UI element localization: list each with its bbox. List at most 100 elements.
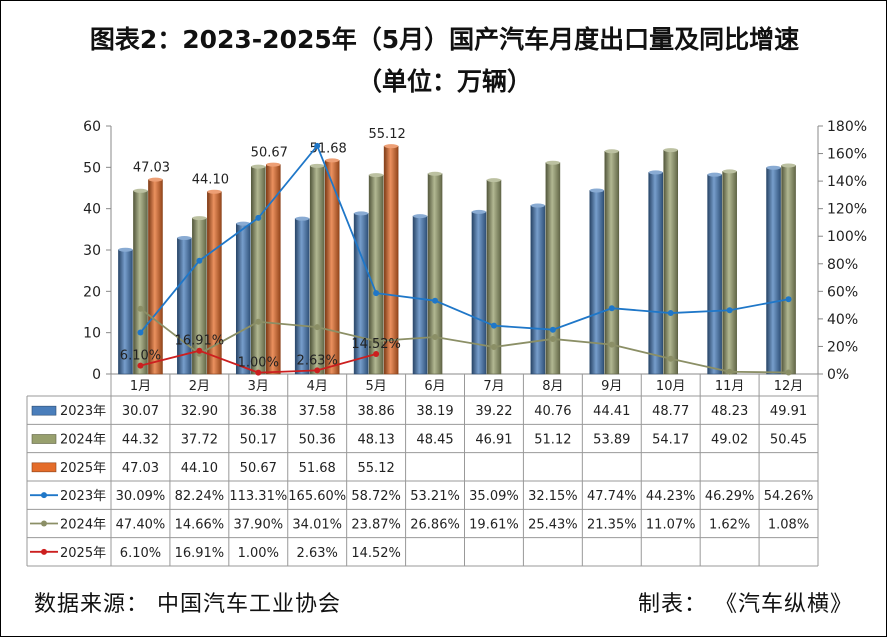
table-cell: 51.12 — [534, 433, 571, 448]
x-tick-label: 2月 — [189, 379, 210, 394]
x-tick-label: 5月 — [365, 379, 386, 394]
right-tick-label: 0% — [827, 367, 849, 383]
bar-2023年-11月 — [707, 174, 722, 375]
bar-2024年-1月 — [133, 190, 148, 375]
bar-top-2024年-9月 — [604, 149, 619, 154]
x-tick-label: 12月 — [774, 379, 804, 394]
bar-top-2024年-11月 — [722, 169, 737, 174]
table-cell: 46.91 — [475, 433, 512, 448]
point-2025年-3月 — [255, 369, 262, 376]
bar-top-2023年-11月 — [707, 172, 722, 177]
point-2024年-11月 — [726, 368, 733, 375]
bar-2024年-8月 — [545, 162, 561, 375]
table-cell: 37.90% — [234, 518, 284, 533]
point-2024年-9月 — [608, 341, 615, 348]
legend-label-2023年: 2023年 — [60, 404, 106, 419]
point-2023年-6月 — [432, 297, 439, 304]
table-cell: 37.72 — [181, 433, 218, 448]
point-2024年-12月 — [785, 369, 792, 376]
x-tick-label: 9月 — [601, 379, 622, 394]
chart-title: 图表2：2023-2025年（5月）国产汽车月度出口量及同比增速 — [89, 25, 800, 54]
left-tick-label: 60 — [83, 119, 101, 135]
left-tick-label: 50 — [83, 160, 101, 176]
table-cell: 30.09% — [116, 489, 166, 504]
bar-top-2024年-1月 — [133, 188, 148, 193]
table-cell: 46.29% — [705, 489, 755, 504]
bar-2024年-10月 — [663, 149, 679, 375]
bar-2025年-1月 — [148, 179, 163, 375]
right-tick-label: 160% — [827, 147, 867, 163]
bar-2023年-8月 — [530, 205, 546, 375]
line-value-label: 1.00% — [238, 356, 279, 371]
bar-2024年-12月 — [781, 165, 796, 375]
left-tick-label: 20 — [83, 284, 101, 300]
table-cell: 26.86% — [410, 518, 460, 533]
bar-value-label: 50.67 — [251, 146, 288, 161]
bar-top-2023年-3月 — [236, 221, 251, 226]
table-cell: 113.31% — [229, 489, 287, 504]
point-2023年-5月 — [373, 290, 380, 297]
table-cell: 50.17 — [240, 433, 277, 448]
bar-2023年-12月 — [766, 167, 781, 375]
legend-key-marker-2025年 — [41, 548, 47, 555]
right-tick-label: 120% — [827, 202, 867, 218]
bar-top-2023年-7月 — [471, 209, 486, 214]
table-cell: 21.35% — [587, 518, 637, 533]
table-cell: 51.68 — [299, 461, 336, 476]
table-cell: 44.23% — [646, 489, 696, 504]
chart-subtitle: （单位：万辆） — [356, 67, 532, 96]
table-cell: 40.76 — [534, 404, 571, 419]
table-cell: 34.01% — [292, 518, 342, 533]
table-cell: 32.90 — [181, 404, 218, 419]
point-2023年-11月 — [726, 307, 733, 314]
x-tick-label: 3月 — [248, 379, 269, 394]
table-cell: 44.32 — [122, 433, 159, 448]
line-2024年 — [139, 307, 789, 374]
bar-value-label: 47.03 — [133, 161, 170, 176]
table-cell: 50.45 — [770, 433, 807, 448]
table-cell: 1.08% — [768, 518, 809, 533]
point-2024年-1月 — [137, 305, 144, 312]
point-2025年-5月 — [373, 350, 380, 357]
right-tick-label: 80% — [827, 257, 858, 273]
right-tick-label: 40% — [827, 312, 858, 328]
table-cell: 165.60% — [288, 489, 346, 504]
bar-top-2024年-3月 — [251, 164, 266, 169]
bar-2023年-10月 — [648, 172, 664, 375]
table-cell: 82.24% — [175, 489, 225, 504]
legend-label-2024年: 2024年 — [60, 518, 106, 533]
table-cell: 14.66% — [175, 518, 225, 533]
point-2023年-4月 — [314, 142, 321, 149]
bar-top-2023年-10月 — [648, 170, 663, 175]
legend-label-2023年: 2023年 — [60, 489, 106, 504]
table-cell: 53.89 — [593, 433, 630, 448]
table-cell: 37.58 — [299, 404, 336, 419]
table-cell: 2.63% — [297, 546, 338, 561]
bar-top-2023年-12月 — [766, 165, 781, 170]
bar-top-2024年-7月 — [486, 178, 501, 183]
x-tick-label: 10月 — [656, 379, 686, 394]
table-cell: 44.10 — [181, 461, 218, 476]
table-cell: 30.07 — [122, 404, 159, 419]
table-cell: 54.17 — [652, 433, 689, 448]
bar-top-2023年-2月 — [177, 236, 192, 241]
x-tick-label: 7月 — [483, 379, 504, 394]
bar-top-2024年-8月 — [545, 160, 560, 165]
line-value-label: 6.10% — [120, 349, 161, 364]
table-cell: 23.87% — [351, 518, 401, 533]
bar-2023年-4月 — [294, 218, 310, 375]
legend-key-marker-2023年 — [41, 492, 47, 499]
bar-top-2024年-5月 — [369, 173, 384, 178]
left-tick-label: 0 — [92, 367, 101, 383]
table-cell: 19.61% — [469, 518, 519, 533]
table-cell: 38.86 — [358, 404, 395, 419]
line-value-label: 2.63% — [297, 353, 338, 368]
table-cell: 44.41 — [593, 404, 630, 419]
table-cell: 58.72% — [351, 489, 401, 504]
table-cell: 49.91 — [770, 404, 807, 419]
table-cell: 47.74% — [587, 489, 637, 504]
point-2025年-4月 — [314, 367, 321, 374]
legend-key-bar-2024年 — [31, 434, 57, 444]
bar-top-2025年-4月 — [325, 158, 340, 163]
